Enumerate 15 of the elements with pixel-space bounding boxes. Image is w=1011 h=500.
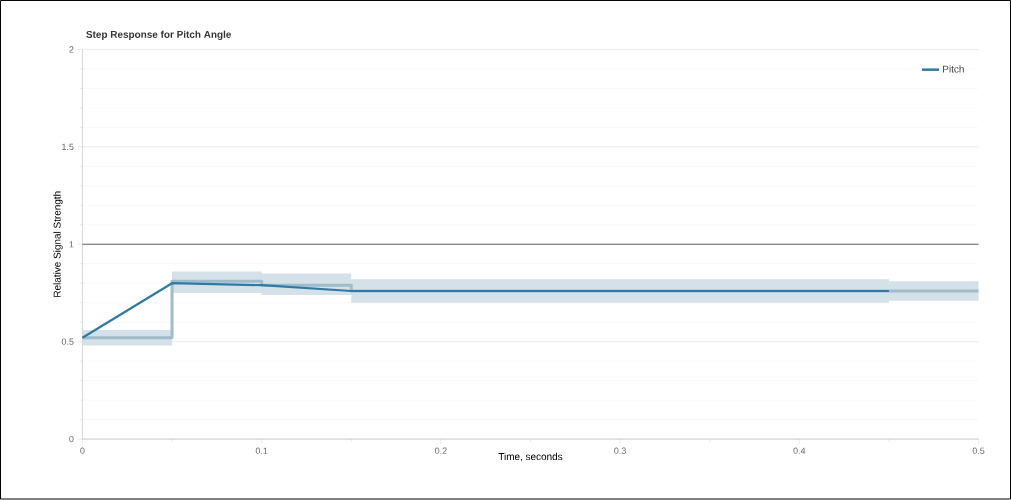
- x-tick-label: 0: [80, 447, 85, 455]
- x-tick-label: 0.3: [614, 447, 626, 455]
- x-tick-label: 0.5: [972, 447, 985, 455]
- legend-label: Pitch: [943, 65, 964, 73]
- y-tick-label: 0: [69, 436, 74, 443]
- y-tick-label: 1: [69, 241, 74, 248]
- chart-title: Step Response for Pitch Angle: [86, 30, 232, 41]
- x-tick-label: 0.4: [793, 447, 806, 455]
- y-tick-label: 1.5: [62, 143, 74, 151]
- y-axis-title: Relative Signal Strength: [53, 191, 63, 298]
- y-tick-label: 0.5: [61, 338, 74, 346]
- x-axis-title: Time, seconds: [498, 453, 563, 462]
- x-tick-label: 0.2: [434, 447, 447, 455]
- x-tick-label: 0.1: [255, 447, 268, 455]
- y-tick-label: 2: [69, 46, 74, 53]
